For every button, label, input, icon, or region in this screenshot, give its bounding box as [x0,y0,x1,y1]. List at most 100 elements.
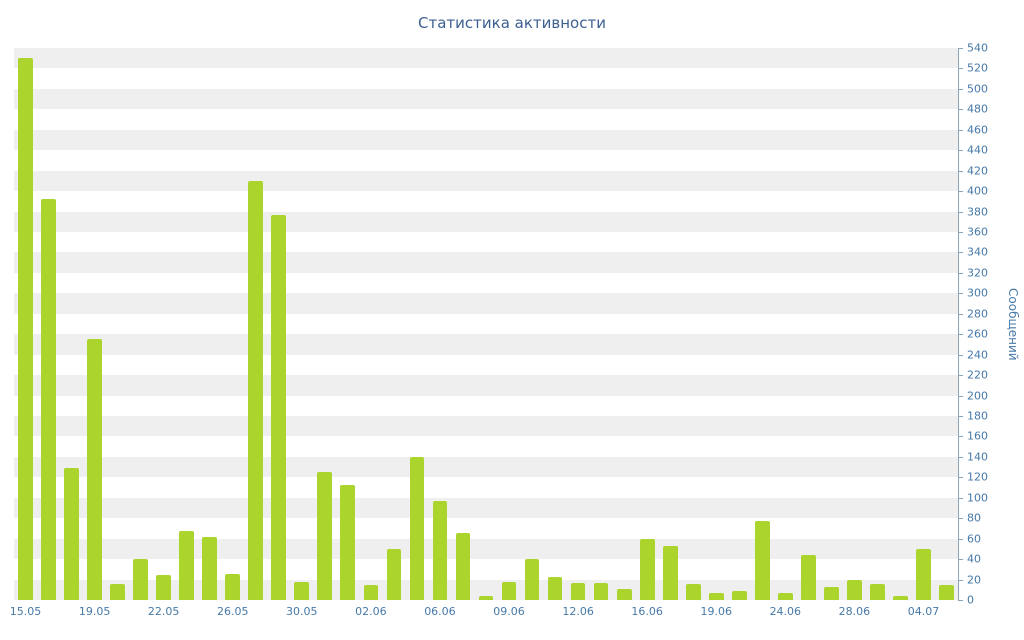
y-tick-label: 80 [967,511,981,525]
grid-band [14,354,958,376]
y-tick-label: 280 [967,307,988,321]
bar-3 [87,339,102,600]
x-tick-label: 28.06 [838,605,871,618]
y-tick-label: 500 [967,82,988,96]
y-tick [958,48,963,49]
bar-12 [294,581,310,600]
bar-25 [593,582,609,600]
bar-20 [478,595,494,600]
bar-5 [133,559,148,600]
grid-band [14,68,958,89]
grid-band [14,252,958,273]
x-tick-label: 24.06 [769,605,802,618]
grid-band [14,170,958,192]
y-tick [958,191,963,193]
y-tick [958,477,963,479]
y-tick-label: 440 [967,143,988,157]
bar-17 [409,456,425,600]
grid-band [14,313,958,335]
grid-band [14,518,958,539]
y-tick [958,497,963,499]
grid-band [14,436,958,457]
x-tick-label: 09.06 [493,605,525,618]
bar-13 [317,472,333,600]
x-tick-label: 15.05 [9,605,42,618]
y-tick [958,600,963,601]
bar-14 [340,484,356,600]
y-tick [958,232,963,233]
y-tick-label: 300 [967,286,988,300]
y-tick-label: 60 [967,532,981,546]
plot-area: 0 20 40 60 80 100 120 140 160 180 200 220 240 260 280 3… [10,42,988,619]
x-tick-label: 19.06 [700,605,732,618]
bar-22 [524,559,540,600]
y-tick-label: 240 [967,348,988,362]
bar-36 [847,579,862,600]
y-tick-label: 120 [967,470,988,484]
y-tick-label: 100 [967,491,988,505]
bar-0 [18,58,33,600]
chart-title: Статистика активности [418,14,606,32]
y-tick [958,334,963,336]
y-tick [958,293,963,295]
bar-30 [708,592,724,600]
x-tick-label: 04.07 [907,605,940,618]
bar-37 [870,583,885,600]
grid-band [14,375,958,396]
bar-16 [386,548,402,600]
x-tick-label: 12.06 [562,605,594,618]
bar-7 [179,530,195,600]
y-tick [958,354,963,356]
bar-32 [754,521,770,600]
grid-band [14,191,958,212]
bar-39 [916,548,931,600]
y-tick [958,518,963,520]
x-tick-label: 02.06 [355,605,387,618]
bar-23 [547,576,563,600]
y-tick-label: 320 [967,266,988,280]
y-tick-label: 40 [967,552,981,566]
bar-6 [156,575,172,600]
bar-33 [777,592,793,600]
y-tick [958,436,963,438]
y-tick-label: 460 [967,123,988,137]
y-tick-label: 180 [967,409,988,423]
bar-1 [41,199,56,600]
y-axis-line [958,48,959,600]
grid-band [14,109,958,130]
x-tick-label: 06.06 [424,605,456,618]
grid-band [14,477,958,498]
y-tick [958,456,963,458]
grid-band [14,293,958,314]
x-tick-label: 30.05 [286,605,318,618]
bar-27 [639,538,655,600]
bar-11 [271,214,287,600]
grid-band [14,395,958,416]
y-axis-label: Сообщений [1006,287,1020,361]
bar-29 [685,583,701,600]
y-tick [958,375,963,377]
grid-band [14,334,958,355]
bar-40 [939,584,954,600]
y-tick-label: 380 [967,205,988,219]
y-tick-label: 260 [967,327,988,341]
y-tick [958,109,963,111]
bar-8 [202,536,218,600]
y-tick [958,559,963,561]
bar-24 [570,582,586,600]
y-tick [958,313,963,315]
y-tick [958,129,963,131]
y-tick [958,538,963,540]
bar-15 [363,584,379,600]
grid-band [14,129,958,151]
bar-2 [64,468,79,600]
bar-19 [455,532,471,600]
y-tick-label: 140 [967,450,988,464]
y-tick-label: 540 [967,41,988,55]
y-tick [958,416,963,417]
x-tick-label: 19.05 [78,605,111,618]
bar-31 [731,590,747,600]
grid-band [14,538,958,560]
grid-band [14,211,958,232]
